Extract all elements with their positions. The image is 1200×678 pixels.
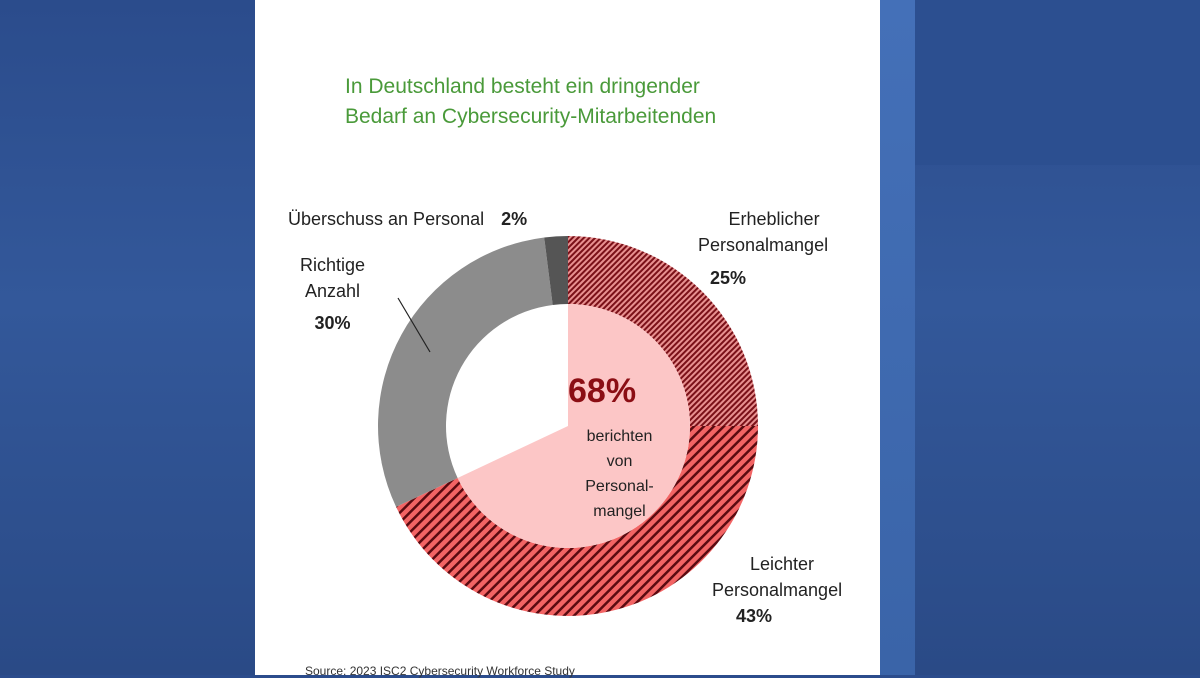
donut-slice <box>544 236 568 305</box>
center-value: 68% <box>568 372 637 410</box>
label-line: Leichter <box>750 554 815 574</box>
value-label: 30% <box>314 313 351 333</box>
label-line: Anzahl <box>304 281 361 301</box>
source-note: Source: 2023 ISC2 Cybersecurity Workforc… <box>305 664 575 678</box>
chart-title: In Deutschland besteht ein dringender Be… <box>345 72 716 132</box>
center-line: von <box>606 453 633 470</box>
donut-slice <box>568 236 758 426</box>
title-line-1: In Deutschland besteht ein dringender <box>345 75 700 98</box>
label-leichter: Leichter Personalmangel 43% <box>712 551 842 629</box>
value-label: 25% <box>710 268 747 288</box>
center-text: berichten von Personal- mangel <box>572 424 667 524</box>
background-strip <box>880 0 915 675</box>
label-line: Richtige <box>300 255 366 275</box>
center-line: mangel <box>593 503 646 520</box>
label-erheblicher: Erheblicher Personalmangel 25% <box>698 206 828 291</box>
leader-line <box>397 297 431 353</box>
label-line: Überschuss an Personal <box>288 209 485 229</box>
label-richtige: Richtige Anzahl 30% <box>300 252 365 336</box>
label-line: Personalmangel <box>698 235 829 255</box>
value-label: 43% <box>736 606 773 626</box>
label-ueberschuss: Überschuss an Personal 2% <box>288 206 527 232</box>
center-line: berichten <box>586 428 653 445</box>
center-sector <box>457 304 690 548</box>
label-line: Personalmangel <box>712 580 843 600</box>
title-line-2: Bedarf an Cybersecurity-Mitarbeitenden <box>345 105 717 128</box>
donut-slice <box>378 237 553 507</box>
center-line: Personal- <box>585 478 654 495</box>
value-label: 2% <box>501 209 528 229</box>
label-line: Erheblicher <box>728 209 820 229</box>
donut-slice <box>396 426 758 616</box>
background-block <box>915 0 1200 165</box>
